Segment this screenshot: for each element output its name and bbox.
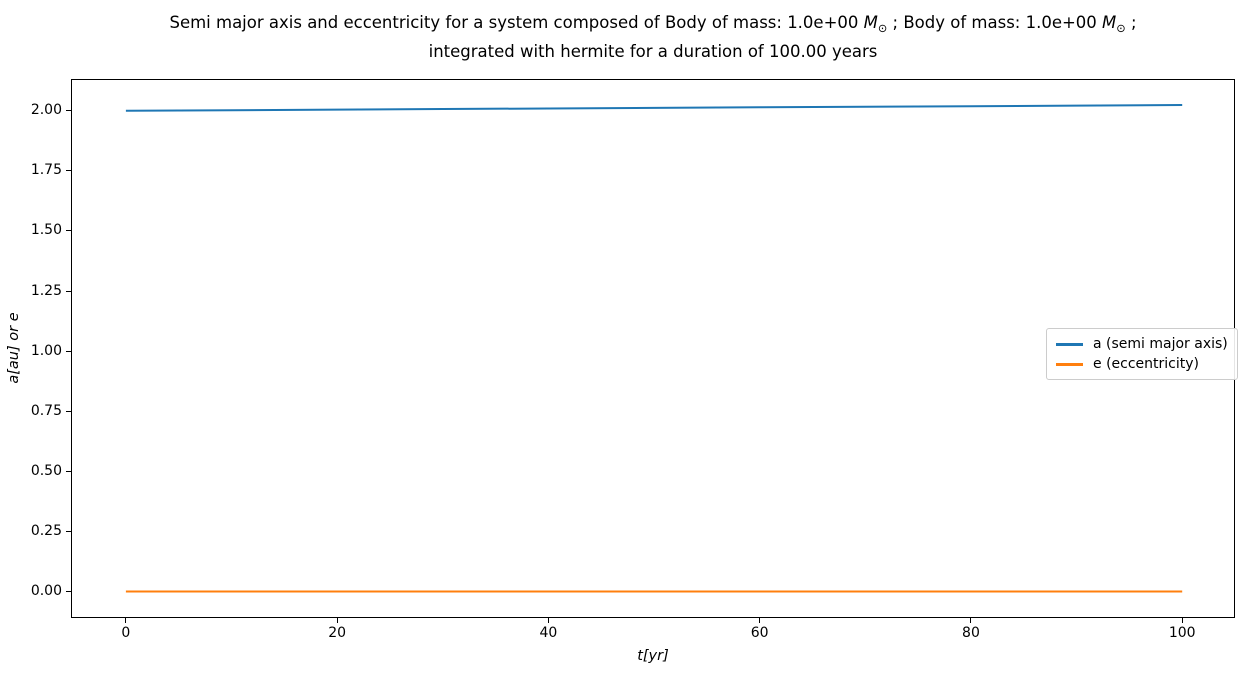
y-tick-label: 0.75 (30, 402, 62, 419)
x-tick-mark (970, 618, 972, 623)
x-tick-mark (125, 618, 127, 623)
title-segment: ; (1125, 13, 1137, 32)
x-tick-label: 40 (539, 625, 558, 641)
title-segment: ⊙ (877, 22, 888, 36)
x-tick-label: 0 (121, 625, 131, 641)
title-segment: Semi major axis and eccentricity for a s… (169, 13, 864, 32)
y-tick-label: 1.50 (30, 222, 62, 239)
y-tick-label: 1.25 (30, 282, 62, 299)
y-tick-label: 0.00 (30, 583, 62, 600)
y-tick-label: 0.25 (30, 522, 62, 539)
chart-title-line2: integrated with hermite for a duration o… (428, 42, 878, 62)
legend-label: a (semi major axis) (1093, 336, 1228, 352)
series-line-a (125, 104, 1183, 112)
y-tick-mark (66, 410, 71, 412)
y-tick-mark (66, 110, 71, 112)
plot-area: a (semi major axis) e (eccentricity) (71, 79, 1238, 618)
x-tick-label: 100 (1168, 625, 1196, 641)
y-tick-mark (66, 350, 71, 352)
y-tick-label: 1.75 (30, 162, 62, 179)
legend-line-sample (1056, 362, 1083, 366)
title-segment: M (863, 13, 878, 32)
legend-label: e (eccentricity) (1093, 356, 1199, 372)
legend-line-sample (1056, 342, 1083, 346)
x-tick-label: 20 (328, 625, 347, 641)
x-tick-mark (759, 618, 761, 623)
y-tick-mark (66, 530, 71, 532)
y-tick-label: 1.00 (30, 342, 62, 359)
x-axis-label: t[yr] (637, 648, 669, 664)
x-tick-label: 80 (962, 625, 980, 641)
y-tick-mark (66, 170, 71, 172)
plot-lines (125, 104, 1183, 593)
title-segment: ⊙ (1116, 22, 1126, 36)
chart-title: Semi major axis and eccentricity for a s… (71, 11, 1235, 63)
x-tick-mark (1181, 618, 1183, 623)
y-tick-mark (66, 591, 71, 593)
legend-item: e (eccentricity) (1056, 354, 1228, 374)
legend-item: a (semi major axis) (1056, 334, 1228, 354)
y-tick-label: 2.00 (30, 102, 62, 119)
x-tick-label: 60 (750, 625, 769, 641)
legend: a (semi major axis) e (eccentricity) (1046, 328, 1238, 380)
x-tick-mark (336, 618, 338, 623)
x-tick-mark (547, 618, 549, 623)
y-axis-label: a[au] or e (6, 312, 22, 384)
title-segment: ; Body of mass: 1.0e+00 (887, 13, 1103, 32)
y-tick-mark (66, 470, 71, 472)
chart-title-line1: Semi major axis and eccentricity for a s… (71, 11, 1235, 40)
y-tick-label: 0.50 (30, 462, 62, 479)
title-segment: M (1102, 13, 1117, 32)
y-tick-mark (66, 290, 71, 292)
y-tick-mark (66, 230, 71, 232)
